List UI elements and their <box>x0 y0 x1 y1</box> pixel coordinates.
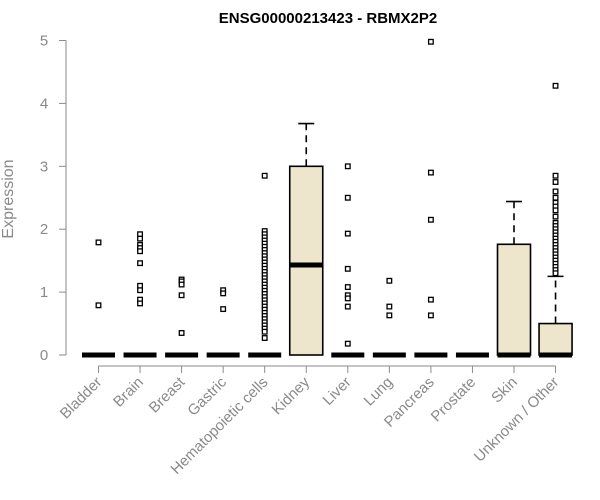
outlier-point <box>344 340 351 347</box>
outlier-point <box>95 239 102 246</box>
outlier-point <box>137 287 143 294</box>
outlier-point <box>344 230 351 237</box>
outlier-point <box>552 179 559 185</box>
outlier-point <box>386 312 393 319</box>
outlier-point <box>344 303 351 310</box>
outlier-point <box>344 295 351 302</box>
y-axis-label: Expression <box>0 159 17 238</box>
outlier-point <box>137 235 143 242</box>
outlier-point <box>344 284 351 291</box>
outlier-point <box>427 38 434 45</box>
outlier-point <box>178 330 185 336</box>
outlier-point <box>386 277 393 284</box>
outlier-point <box>427 296 434 303</box>
chart-title: ENSG00000213423 - RBMX2P2 <box>219 10 437 27</box>
box-group <box>123 231 157 358</box>
x-tick-label: Kidney <box>269 373 314 418</box>
box-group <box>248 172 282 358</box>
outlier-point <box>344 163 351 170</box>
box <box>288 165 324 356</box>
outlier-point <box>552 172 559 179</box>
outlier-point <box>427 312 434 319</box>
outlier-point <box>552 270 559 277</box>
outlier-point <box>427 169 434 176</box>
outlier-point <box>552 188 559 195</box>
outlier-point <box>427 216 434 223</box>
x-tick-label: Breast <box>146 373 189 416</box>
y-tick-label: 4 <box>40 95 48 112</box>
outlier-point <box>137 300 143 307</box>
outlier-point <box>552 213 559 220</box>
box <box>538 322 573 356</box>
y-tick-label: 1 <box>40 284 48 301</box>
box-group <box>414 38 448 358</box>
box-group <box>82 239 115 358</box>
y-tick-label: 5 <box>40 33 48 50</box>
box-group <box>206 287 240 358</box>
box-group <box>372 277 406 358</box>
outlier-point <box>95 302 102 309</box>
box-group <box>496 200 532 358</box>
outlier-point <box>261 172 268 179</box>
outlier-point <box>552 207 559 214</box>
outlier-point <box>344 194 351 201</box>
outlier-point <box>178 281 185 288</box>
boxes-group <box>82 38 573 358</box>
x-tick-label: Lung <box>361 374 397 410</box>
outlier-point <box>552 194 559 201</box>
outlier-point <box>178 292 185 299</box>
x-tick-label: Skin <box>488 374 521 407</box>
outlier-point <box>261 335 268 341</box>
box-group <box>288 122 324 356</box>
x-tick-label: Prostate <box>428 374 480 426</box>
x-tick-label: Brain <box>110 374 147 411</box>
x-tick-label: Bladder <box>57 374 106 423</box>
box-group <box>165 276 199 358</box>
outlier-point <box>386 303 393 310</box>
box <box>496 243 532 356</box>
box-group <box>331 163 365 358</box>
outlier-point <box>137 260 143 267</box>
outlier-point <box>220 306 227 313</box>
y-tick-label: 0 <box>40 347 48 364</box>
outlier-point <box>344 265 351 272</box>
outlier-point <box>261 328 268 335</box>
y-tick-label: 2 <box>40 221 48 238</box>
outlier-point <box>137 248 143 255</box>
x-tick-label: Liver <box>320 374 355 409</box>
outlier-point <box>552 82 559 89</box>
y-tick-label: 3 <box>40 158 48 175</box>
outlier-point <box>220 290 227 297</box>
y-axis: 0 1 2 3 4 5 <box>40 33 67 364</box>
box-group <box>538 82 573 358</box>
